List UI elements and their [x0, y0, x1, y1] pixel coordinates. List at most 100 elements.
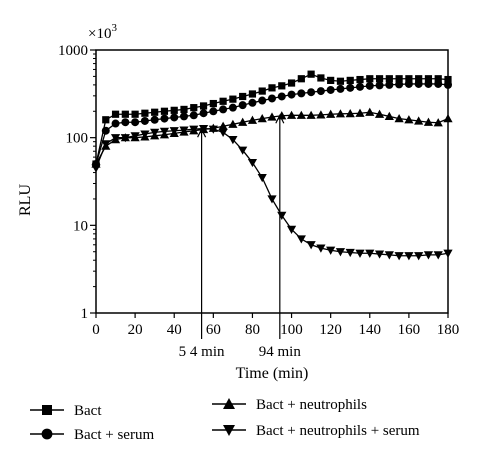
data-point — [219, 105, 228, 114]
data-point — [151, 108, 159, 116]
y-multiplier-base: ×10 — [88, 26, 111, 42]
data-point — [395, 75, 403, 83]
data-point — [228, 136, 238, 145]
data-point — [121, 118, 130, 127]
legend-marker — [42, 405, 52, 415]
data-point — [219, 97, 227, 105]
data-point — [258, 87, 266, 95]
data-point — [229, 95, 237, 103]
data-point — [286, 110, 297, 119]
plot-frame — [95, 49, 449, 314]
data-point — [257, 114, 267, 123]
data-point — [102, 116, 110, 124]
x-tick-label: 80 — [245, 322, 260, 338]
data-point — [443, 249, 453, 258]
legend-marker — [223, 425, 235, 436]
data-point — [169, 127, 179, 136]
data-point — [385, 80, 394, 89]
data-point — [296, 110, 306, 119]
data-point — [278, 82, 286, 90]
data-point — [287, 90, 296, 99]
data-point — [247, 115, 258, 124]
y-axis-label: RLU — [17, 184, 34, 216]
data-point — [405, 75, 413, 83]
legend-item-2: Bact + neutrophils — [212, 397, 367, 413]
data-point — [414, 252, 424, 261]
data-point — [316, 244, 326, 253]
data-point — [375, 75, 384, 83]
data-point — [365, 81, 374, 90]
data-point — [404, 252, 414, 261]
data-point — [326, 246, 336, 255]
data-point — [335, 248, 346, 257]
data-point — [277, 211, 287, 220]
legend-item-1: Bact + serum — [30, 427, 154, 443]
data-point — [110, 134, 121, 143]
data-point — [414, 116, 424, 125]
data-point — [189, 111, 198, 120]
data-point — [346, 83, 355, 92]
series-layer — [91, 70, 453, 261]
data-point — [423, 117, 434, 126]
axes: 0 20 40 60 80 100 120 140 160 180 1 10 100 1000 — [58, 43, 459, 338]
data-point — [365, 249, 375, 258]
data-point — [336, 77, 345, 85]
data-point — [345, 248, 355, 258]
data-point — [374, 250, 385, 259]
series-3 — [91, 124, 453, 261]
data-point — [306, 110, 316, 119]
data-point — [180, 105, 188, 114]
data-point — [268, 94, 276, 103]
data-point — [366, 75, 374, 83]
annotation-arrowhead — [275, 113, 285, 124]
x-tick-label: 180 — [437, 322, 460, 338]
data-point — [160, 114, 169, 123]
data-point — [434, 75, 442, 83]
data-point — [433, 251, 443, 260]
data-point — [199, 109, 208, 118]
data-point — [209, 99, 217, 108]
y-tick-label: 1 — [81, 306, 89, 322]
data-point — [385, 75, 393, 83]
data-point — [257, 174, 267, 183]
annotation-layer: 5 4 min 94 min — [179, 113, 301, 360]
data-point — [170, 113, 179, 122]
data-point — [307, 88, 316, 97]
x-tick-label: 20 — [128, 322, 143, 338]
data-point — [218, 121, 228, 130]
data-point — [111, 110, 120, 118]
series-1 — [92, 79, 452, 169]
legend-label: Bact + serum — [74, 427, 154, 443]
data-point — [307, 70, 315, 78]
data-point — [248, 90, 257, 98]
data-point — [355, 108, 365, 117]
data-point — [424, 79, 433, 88]
data-point — [141, 109, 149, 117]
data-point — [267, 112, 277, 121]
data-point — [120, 134, 130, 143]
data-point — [121, 110, 129, 118]
data-point — [208, 125, 218, 134]
data-point — [248, 98, 257, 107]
data-point — [404, 79, 413, 88]
data-point — [199, 102, 208, 110]
data-point — [179, 126, 189, 135]
legend-label: Bact + neutrophils + serum — [256, 423, 420, 439]
data-point — [268, 84, 276, 92]
data-point — [101, 140, 111, 149]
data-point — [198, 124, 209, 134]
data-point — [345, 109, 355, 118]
data-point — [316, 87, 325, 96]
legend-marker — [223, 398, 235, 409]
data-point — [101, 126, 110, 135]
data-point — [415, 75, 423, 83]
legend-marker — [41, 428, 53, 440]
data-point — [384, 251, 394, 260]
data-point — [395, 80, 404, 89]
data-point — [356, 75, 364, 84]
data-point — [297, 75, 305, 83]
data-point — [159, 127, 170, 136]
data-point — [423, 251, 434, 260]
data-point — [131, 118, 140, 127]
